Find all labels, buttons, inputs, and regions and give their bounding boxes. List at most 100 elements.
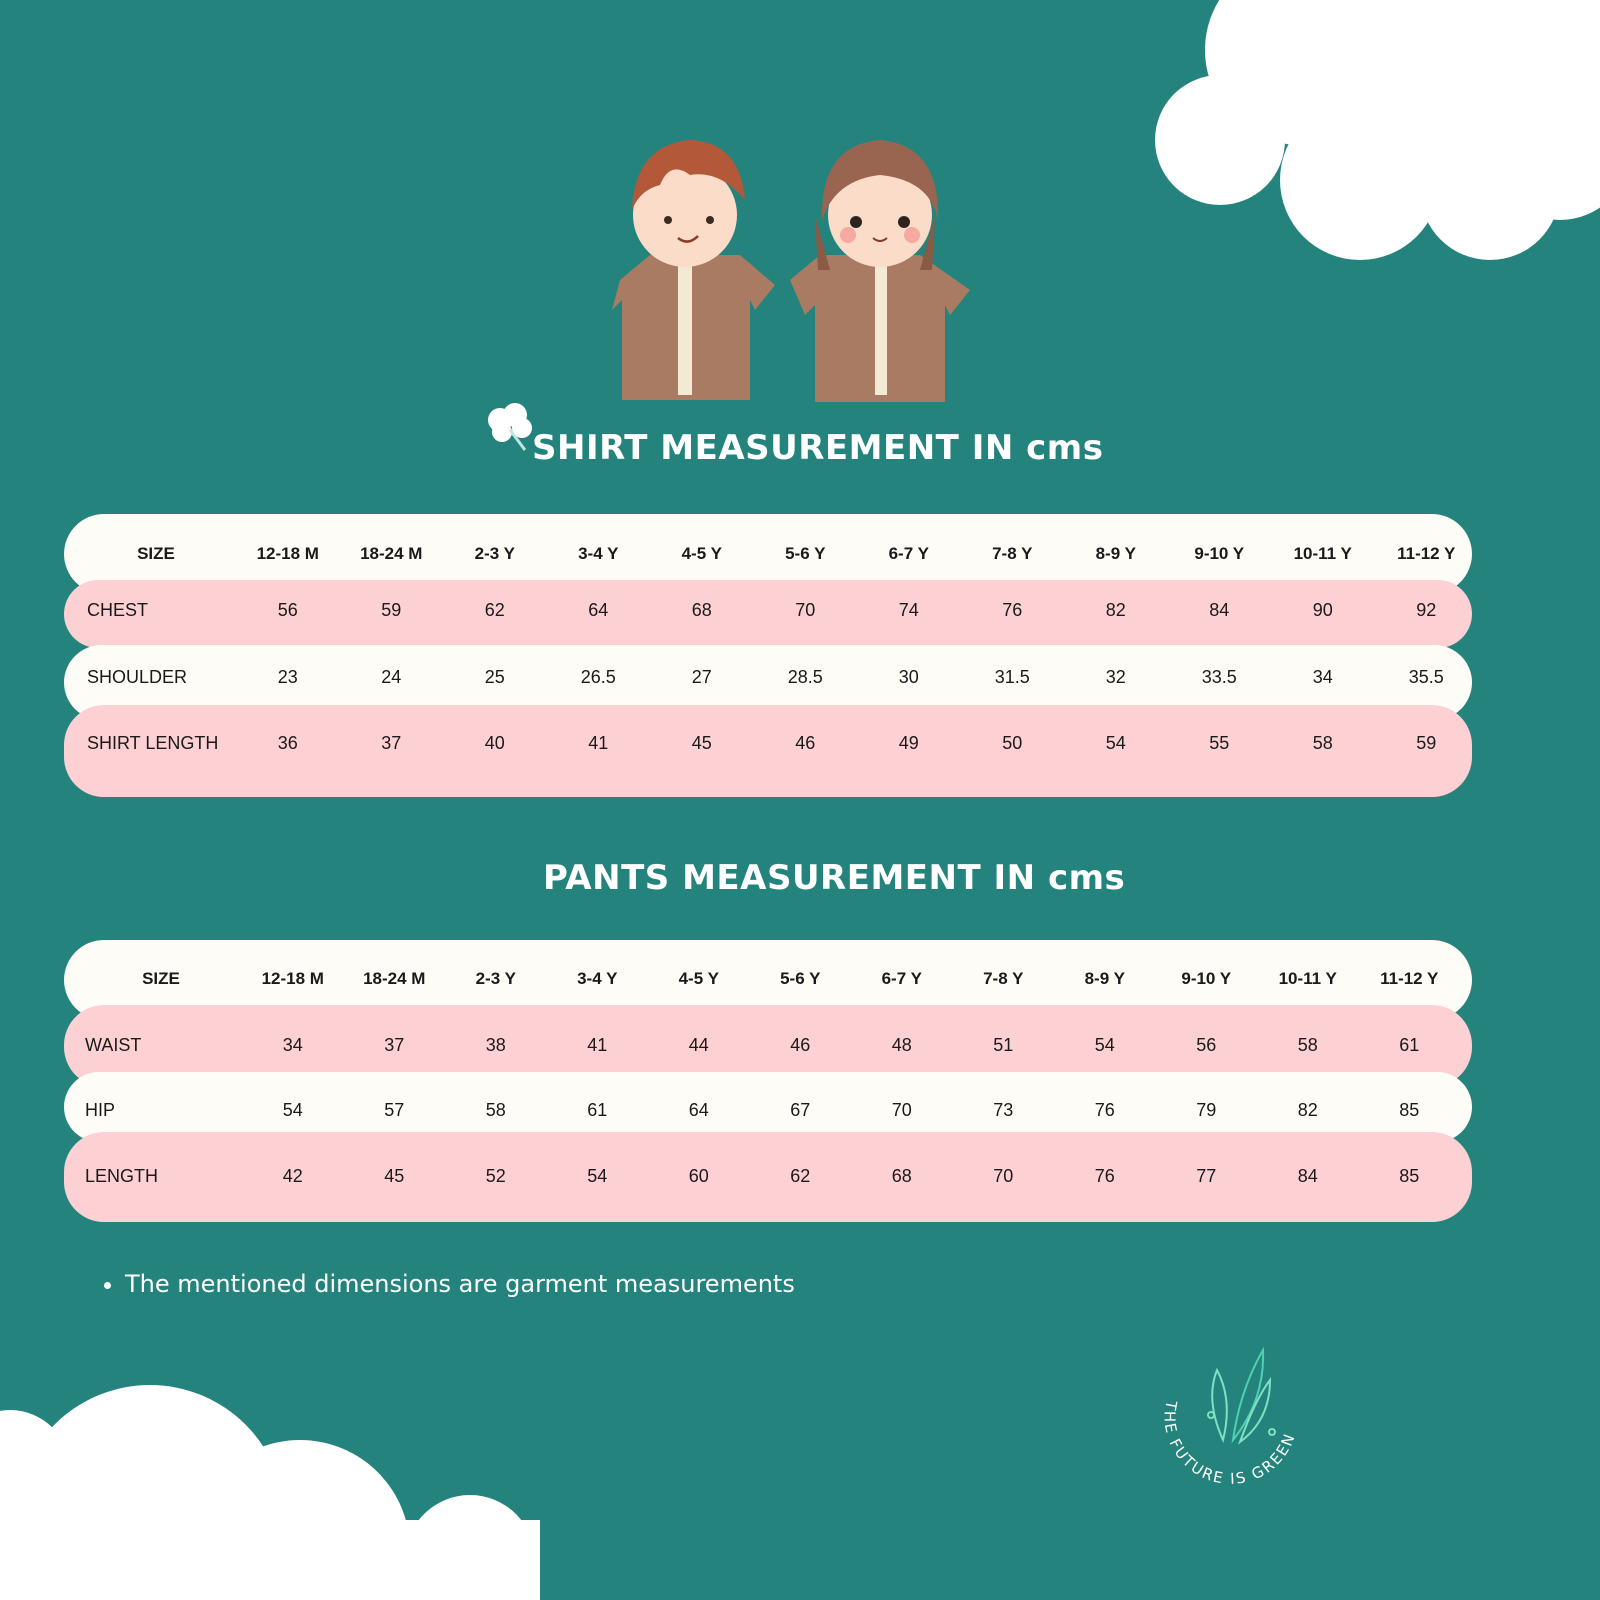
measurement-cell: 90 <box>1312 600 1333 620</box>
table-row: HIP 54 57 58 61 64 67 70 73 76 79 82 85 <box>64 1072 1472 1142</box>
measurement-cell: 37 <box>381 733 402 753</box>
size-column-header: 10-11 Y <box>1278 969 1337 988</box>
measurement-cell: 58 <box>1297 1035 1318 1055</box>
table-row: CHEST 56 59 62 64 68 70 74 76 82 84 90 92 <box>64 580 1472 648</box>
measurement-cell: 62 <box>790 1166 811 1186</box>
measurement-cell: 36 <box>277 733 298 753</box>
size-column-header: 6-7 Y <box>888 544 929 563</box>
measurement-cell: 82 <box>1105 600 1126 620</box>
row-label: CHEST <box>87 600 149 620</box>
measurement-cell: 92 <box>1416 600 1437 620</box>
cloud-bottom-left <box>0 1385 540 1600</box>
measurement-cell: 54 <box>587 1166 608 1186</box>
measurement-cell: 54 <box>1094 1035 1115 1055</box>
measurement-cell: 77 <box>1196 1166 1217 1186</box>
measurement-cell: 51 <box>993 1035 1014 1055</box>
row-label: LENGTH <box>85 1166 159 1186</box>
size-header: SIZE <box>137 544 175 563</box>
measurement-cell: 64 <box>688 1100 709 1120</box>
measurement-cell: 41 <box>587 1035 608 1055</box>
cloud-top-right <box>1155 0 1600 260</box>
measurement-cell: 56 <box>277 600 298 620</box>
size-column-header: 9-10 Y <box>1181 969 1232 988</box>
size-column-header: 3-4 Y <box>578 544 619 563</box>
size-column-header: 12-18 M <box>256 544 319 563</box>
girl-illustration <box>790 140 970 402</box>
measurement-cell: 46 <box>795 733 816 753</box>
measurement-cell: 34 <box>282 1035 303 1055</box>
size-column-header: 6-7 Y <box>881 969 922 988</box>
measurement-cell: 85 <box>1399 1166 1420 1186</box>
table-row: LENGTH 42 45 52 54 60 62 68 70 76 77 84 85 <box>64 1132 1472 1222</box>
measurement-cell: 70 <box>891 1100 912 1120</box>
row-label: SHOULDER <box>87 667 188 687</box>
measurement-cell: 26.5 <box>580 667 616 687</box>
measurement-cell: 76 <box>1002 600 1023 620</box>
size-column-header: 5-6 Y <box>780 969 821 988</box>
measurement-cell: 23 <box>277 667 298 687</box>
measurement-cell: 61 <box>1399 1035 1420 1055</box>
measurement-cell: 50 <box>1002 733 1023 753</box>
measurement-cell: 58 <box>1312 733 1333 753</box>
measurement-cell: 59 <box>381 600 402 620</box>
measurement-cell: 48 <box>891 1035 912 1055</box>
measurement-cell: 54 <box>1105 733 1126 753</box>
row-label: HIP <box>85 1100 116 1120</box>
measurement-cell: 41 <box>588 733 609 753</box>
table-row: SHIRT LENGTH 36 37 40 41 45 46 49 50 54 55 58 59 <box>64 705 1472 797</box>
note-bullet: The mentioned dimensions are garment mea… <box>104 1270 795 1298</box>
measurement-cell: 24 <box>381 667 402 687</box>
size-column-header: 10-11 Y <box>1293 544 1352 563</box>
measurement-cell: 85 <box>1399 1100 1420 1120</box>
svg-text:THE FUTURE IS GREEN: THE FUTURE IS GREEN <box>1161 1398 1299 1488</box>
size-column-header: 2-3 Y <box>475 969 516 988</box>
measurement-cell: 30 <box>898 667 919 687</box>
size-column-header: 11-12 Y <box>1380 969 1439 988</box>
measurement-cell: 68 <box>691 600 712 620</box>
measurement-cell: 45 <box>691 733 712 753</box>
size-column-header: 18-24 M <box>360 544 423 563</box>
pants-title: PANTS MEASUREMENT IN cms <box>543 858 1126 898</box>
measurement-cell: 37 <box>384 1035 405 1055</box>
leaf-logo: THE FUTURE IS GREEN <box>1161 1346 1299 1488</box>
size-header: SIZE <box>142 969 180 988</box>
size-column-header: 4-5 Y <box>678 969 719 988</box>
measurement-cell: 40 <box>484 733 505 753</box>
kids-illustration <box>612 140 970 402</box>
logo-text: THE FUTURE IS GREEN <box>1161 1398 1297 1488</box>
measurement-cell: 33.5 <box>1201 667 1237 687</box>
size-column-header: 3-4 Y <box>577 969 618 988</box>
measurement-cell: 61 <box>587 1100 608 1120</box>
measurement-cell: 54 <box>282 1100 303 1120</box>
cotton-flower-icon <box>488 403 532 451</box>
measurement-cell: 31.5 <box>994 667 1030 687</box>
measurement-cell: 28.5 <box>787 667 823 687</box>
size-column-header: 12-18 M <box>261 969 324 988</box>
size-column-header: 8-9 Y <box>1095 544 1136 563</box>
measurement-cell: 76 <box>1094 1166 1115 1186</box>
size-column-header: 4-5 Y <box>681 544 722 563</box>
measurement-cell: 49 <box>898 733 919 753</box>
measurement-cell: 42 <box>282 1166 303 1186</box>
measurement-cell: 82 <box>1297 1100 1318 1120</box>
measurement-cell: 25 <box>484 667 505 687</box>
row-label: WAIST <box>85 1035 142 1055</box>
measurement-cell: 84 <box>1209 600 1230 620</box>
size-column-header: 8-9 Y <box>1084 969 1125 988</box>
measurement-cell: 45 <box>384 1166 405 1186</box>
measurement-cell: 70 <box>795 600 816 620</box>
measurement-cell: 84 <box>1297 1166 1318 1186</box>
size-column-header: 5-6 Y <box>785 544 826 563</box>
measurement-cell: 52 <box>485 1166 506 1186</box>
measurement-cell: 34 <box>1312 667 1333 687</box>
measurement-cell: 35.5 <box>1408 667 1444 687</box>
measurement-cell: 58 <box>485 1100 506 1120</box>
measurement-cell: 59 <box>1416 733 1437 753</box>
measurement-cell: 57 <box>384 1100 405 1120</box>
measurement-cell: 76 <box>1094 1100 1115 1120</box>
size-column-header: 9-10 Y <box>1194 544 1245 563</box>
measurement-cell: 73 <box>993 1100 1014 1120</box>
size-column-header: 18-24 M <box>363 969 426 988</box>
size-column-header: 2-3 Y <box>474 544 515 563</box>
row-label: SHIRT LENGTH <box>87 733 219 753</box>
